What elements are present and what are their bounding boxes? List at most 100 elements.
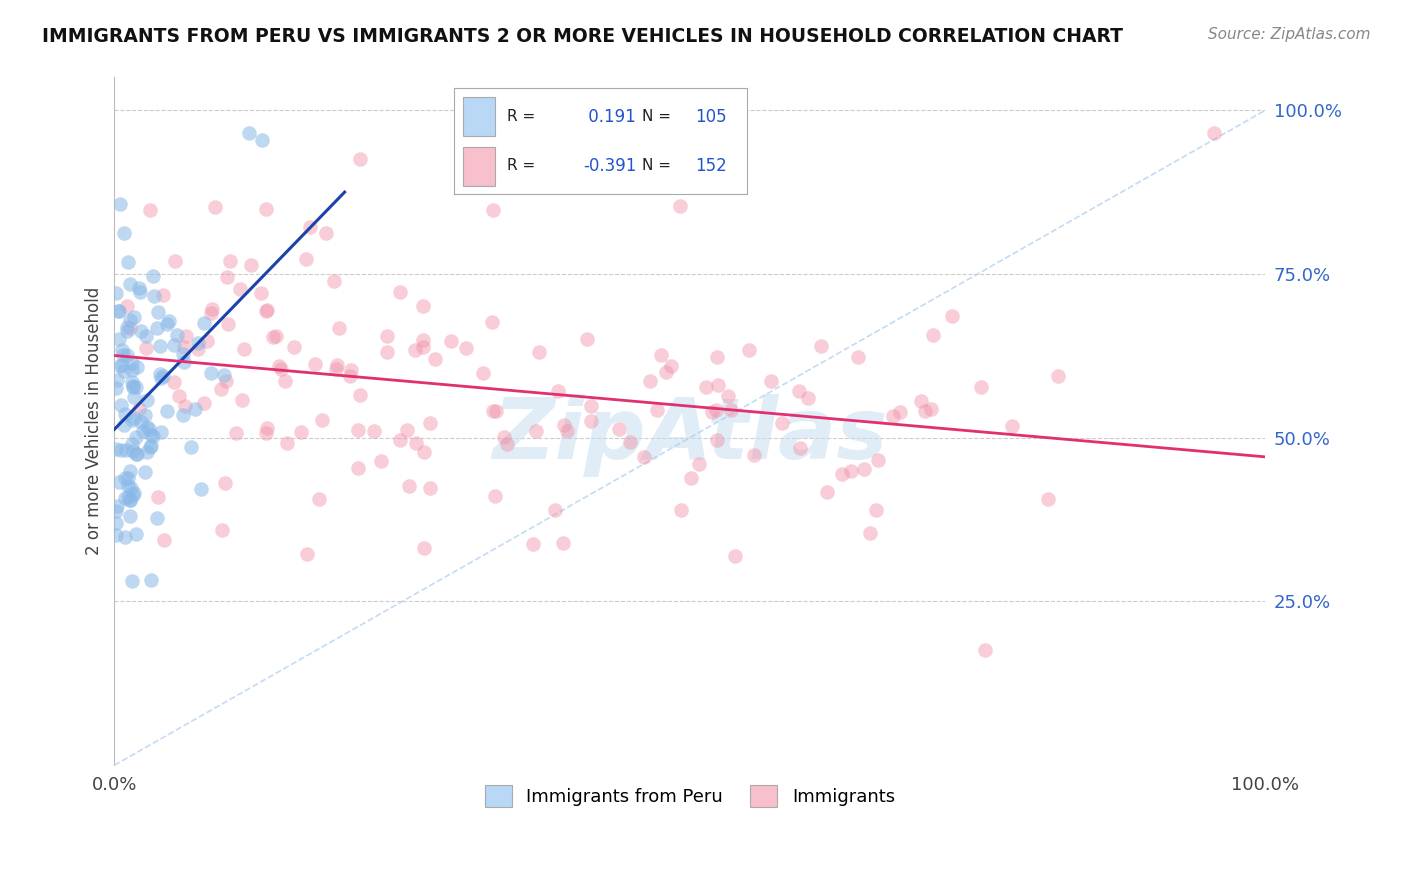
Point xyxy=(135,445,157,459)
Point xyxy=(882,409,904,423)
Point xyxy=(134,465,156,479)
Point xyxy=(810,339,832,353)
Point xyxy=(173,355,195,369)
Point xyxy=(339,369,361,384)
Point xyxy=(295,252,318,266)
Point xyxy=(122,410,145,425)
Point xyxy=(619,434,641,449)
Point xyxy=(138,422,160,436)
Point xyxy=(404,343,426,358)
Point xyxy=(742,448,765,462)
Point xyxy=(143,289,166,303)
Point xyxy=(706,402,728,417)
Point xyxy=(114,407,136,421)
Point xyxy=(789,441,811,455)
Point xyxy=(173,399,195,413)
Point xyxy=(112,363,135,377)
Point xyxy=(419,416,441,430)
Point xyxy=(322,274,344,288)
Point xyxy=(112,348,135,362)
Point xyxy=(524,424,547,438)
Point xyxy=(759,375,782,389)
Point xyxy=(114,471,136,485)
Point xyxy=(117,491,139,505)
Point xyxy=(655,365,678,379)
Point xyxy=(256,420,278,434)
Point xyxy=(166,328,188,343)
Point xyxy=(974,642,997,657)
Point xyxy=(115,324,138,338)
Point xyxy=(527,345,550,359)
Point xyxy=(125,447,148,461)
Point xyxy=(141,573,163,587)
Point xyxy=(112,226,135,240)
Point xyxy=(152,369,174,384)
Point xyxy=(128,280,150,294)
Point xyxy=(117,255,139,269)
Point xyxy=(190,482,212,496)
Point xyxy=(609,421,631,435)
Point xyxy=(117,479,139,493)
Point xyxy=(723,549,745,563)
Point xyxy=(136,393,159,408)
Point xyxy=(349,152,371,166)
Point xyxy=(114,491,136,505)
Point xyxy=(212,368,235,382)
Point xyxy=(139,202,162,217)
Point xyxy=(831,467,853,482)
Point xyxy=(187,342,209,356)
Point xyxy=(163,254,186,268)
Point xyxy=(370,454,392,468)
Point xyxy=(456,341,478,355)
Point xyxy=(254,304,277,318)
Point xyxy=(315,226,337,240)
Point xyxy=(107,304,129,318)
Point xyxy=(139,428,162,442)
Point xyxy=(970,380,993,394)
Point xyxy=(839,464,862,478)
Point xyxy=(139,439,162,453)
Point xyxy=(645,403,668,417)
Point xyxy=(117,471,139,485)
Point xyxy=(308,491,330,506)
Point xyxy=(157,314,180,328)
Point xyxy=(232,342,254,356)
Point xyxy=(650,348,672,362)
Point xyxy=(262,329,284,343)
Point xyxy=(695,379,717,393)
Point xyxy=(787,384,810,398)
Point xyxy=(283,340,305,354)
Point xyxy=(1046,368,1069,383)
Point xyxy=(125,526,148,541)
Point xyxy=(122,390,145,404)
Point xyxy=(142,429,165,443)
Point xyxy=(148,490,170,504)
Point xyxy=(120,481,142,495)
Point xyxy=(405,436,427,450)
Point xyxy=(149,339,172,353)
Point xyxy=(118,508,141,523)
Point xyxy=(412,334,434,348)
Point xyxy=(108,359,131,374)
Point xyxy=(135,328,157,343)
Point xyxy=(270,362,292,376)
Point xyxy=(108,332,131,346)
Point xyxy=(239,258,262,272)
Point xyxy=(187,336,209,351)
Point xyxy=(1202,126,1225,140)
Point xyxy=(325,362,347,376)
Point xyxy=(859,526,882,541)
Point xyxy=(110,398,132,412)
Legend: Immigrants from Peru, Immigrants: Immigrants from Peru, Immigrants xyxy=(478,778,903,814)
Point xyxy=(105,373,128,387)
Point xyxy=(815,485,838,500)
Point xyxy=(256,302,278,317)
Point xyxy=(150,425,173,439)
Point xyxy=(195,334,218,349)
Point xyxy=(853,461,876,475)
Point xyxy=(229,282,252,296)
Point xyxy=(770,416,793,430)
Point xyxy=(111,359,134,373)
Point xyxy=(238,126,260,140)
Point xyxy=(146,511,169,525)
